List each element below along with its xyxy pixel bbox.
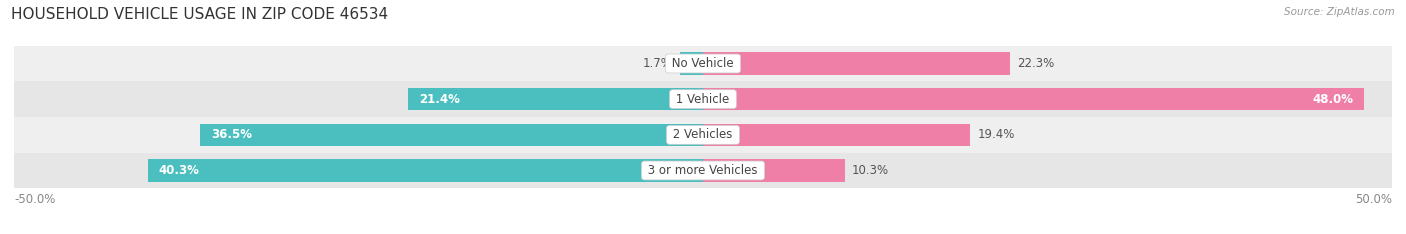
Text: 21.4%: 21.4% bbox=[419, 93, 460, 106]
Text: 48.0%: 48.0% bbox=[1312, 93, 1354, 106]
Text: 3 or more Vehicles: 3 or more Vehicles bbox=[644, 164, 762, 177]
Text: 10.3%: 10.3% bbox=[852, 164, 889, 177]
Bar bbox=[703, 88, 1364, 110]
Text: HOUSEHOLD VEHICLE USAGE IN ZIP CODE 46534: HOUSEHOLD VEHICLE USAGE IN ZIP CODE 4653… bbox=[11, 7, 388, 22]
Text: 40.3%: 40.3% bbox=[159, 164, 200, 177]
Bar bbox=[148, 159, 703, 182]
Text: 36.5%: 36.5% bbox=[211, 128, 252, 141]
Text: 22.3%: 22.3% bbox=[1017, 57, 1054, 70]
Text: -50.0%: -50.0% bbox=[14, 193, 55, 206]
Bar bbox=[14, 153, 1392, 188]
Bar bbox=[679, 52, 703, 75]
Bar bbox=[14, 81, 1392, 117]
Text: 2 Vehicles: 2 Vehicles bbox=[669, 128, 737, 141]
Text: 1 Vehicle: 1 Vehicle bbox=[672, 93, 734, 106]
Text: 50.0%: 50.0% bbox=[1355, 193, 1392, 206]
Text: No Vehicle: No Vehicle bbox=[668, 57, 738, 70]
Text: 1.7%: 1.7% bbox=[643, 57, 672, 70]
Bar bbox=[703, 124, 970, 146]
Text: Source: ZipAtlas.com: Source: ZipAtlas.com bbox=[1284, 7, 1395, 17]
Bar bbox=[14, 46, 1392, 81]
Text: 19.4%: 19.4% bbox=[977, 128, 1015, 141]
Bar bbox=[703, 159, 845, 182]
Bar bbox=[200, 124, 703, 146]
Bar bbox=[14, 117, 1392, 153]
Bar bbox=[703, 52, 1011, 75]
Bar bbox=[408, 88, 703, 110]
